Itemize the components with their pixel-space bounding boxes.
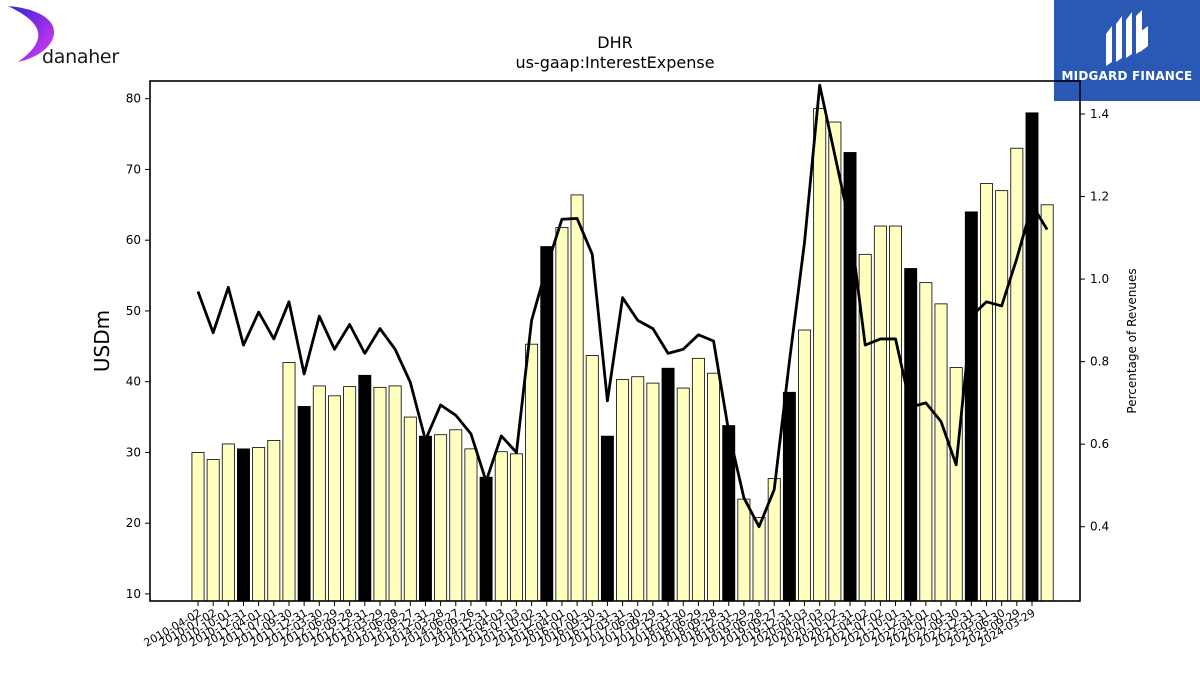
chart-subtitle: us-gaap:InterestExpense: [515, 53, 714, 72]
bar: [403, 416, 417, 602]
bar: [418, 435, 432, 602]
bar: [813, 108, 827, 602]
bar-series: [191, 108, 1054, 602]
bar: [691, 357, 705, 602]
percentage-line: [196, 83, 1049, 529]
midgard-wordmark: MIDGARD FINANCE: [1061, 69, 1193, 83]
bar: [494, 451, 508, 602]
midgard-finance-logo: MIDGARD FINANCE: [1054, 0, 1200, 101]
bar: [585, 355, 599, 602]
bar: [449, 429, 463, 602]
bar: [328, 395, 341, 602]
y-tick-label: 10: [126, 587, 141, 601]
bar: [873, 225, 887, 602]
bar: [358, 374, 372, 602]
y-right-tick-label: 1.0: [1090, 272, 1109, 286]
y-right-tick-label: 0.6: [1090, 437, 1109, 451]
bar: [252, 447, 266, 602]
y-tick-label: 40: [126, 375, 141, 389]
bar: [1040, 204, 1054, 602]
y-tick-label: 50: [126, 304, 141, 318]
bar: [828, 121, 842, 602]
bar: [343, 386, 357, 602]
bar: [737, 498, 751, 602]
danaher-logo: danaher: [4, 4, 124, 70]
percentage-line-series: [196, 83, 1049, 529]
bar: [555, 227, 569, 602]
bar: [707, 372, 721, 602]
bar: [479, 476, 493, 602]
y-right-tick-label: 0.4: [1090, 520, 1109, 534]
bar: [949, 367, 963, 602]
y-axis-label-right: Percentage of Revenues: [1125, 268, 1139, 413]
bar: [509, 453, 523, 602]
y-axis-left: 10 20 30 40 50 60 70 80: [126, 92, 150, 601]
bar: [297, 406, 311, 602]
y-tick-label: 30: [126, 445, 141, 459]
bar: [570, 194, 584, 602]
y-right-tick-label: 1.4: [1090, 107, 1109, 121]
bar: [191, 452, 205, 602]
plot-area: [149, 80, 1081, 602]
danaher-wordmark: danaher: [42, 46, 119, 68]
bar: [904, 268, 918, 602]
y-axis-label-left: USDm: [90, 310, 114, 372]
bar: [312, 385, 326, 602]
y-tick-label: 70: [126, 162, 141, 176]
bar: [1025, 112, 1039, 602]
bar: [631, 376, 645, 602]
bar: [373, 386, 387, 602]
chart-title: DHR: [597, 33, 632, 52]
bar: [237, 448, 250, 602]
bar: [267, 439, 281, 602]
x-axis: 2010-04-022010-07-022010-10-012010-12-31…: [142, 601, 1038, 650]
bar: [752, 517, 766, 602]
y-right-tick-label: 0.8: [1090, 355, 1109, 369]
bar: [616, 379, 630, 602]
bar: [221, 443, 235, 602]
bar: [995, 190, 1009, 602]
bar: [540, 246, 554, 602]
bar: [798, 329, 812, 602]
bar: [600, 435, 614, 602]
y-tick-label: 80: [126, 92, 141, 106]
y-right-tick-label: 1.2: [1090, 190, 1109, 204]
bar: [282, 362, 296, 602]
bar: [964, 211, 978, 602]
bar: [434, 434, 448, 602]
bar: [934, 303, 948, 602]
bar: [980, 183, 993, 602]
bar: [676, 387, 690, 602]
bar: [1010, 147, 1024, 602]
bar: [206, 459, 220, 602]
bar: [889, 225, 902, 602]
bar: [661, 367, 675, 602]
bar: [464, 448, 478, 602]
midgard-mark-icon: [1106, 10, 1148, 66]
bar: [919, 282, 933, 602]
y-tick-label: 60: [126, 233, 141, 247]
bar: [646, 382, 660, 602]
bar: [782, 391, 796, 602]
bar: [525, 343, 539, 602]
danaher-swoosh-icon: [8, 6, 55, 62]
y-axis-right: 0.4 0.6 0.8 1.0 1.2 1.4: [1080, 107, 1109, 534]
bar: [388, 385, 402, 602]
y-tick-label: 20: [126, 516, 141, 530]
